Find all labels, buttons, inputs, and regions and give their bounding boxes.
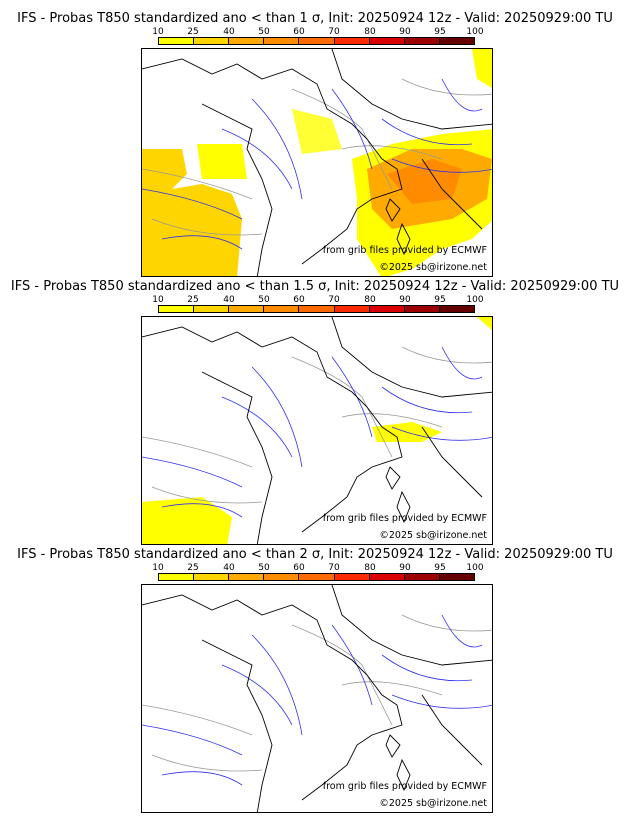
source-credit: from grib files provided by ECMWF [322,513,487,524]
colorbar-swatch [264,38,300,44]
colorbar-tick: 60 [293,563,305,573]
colorbar-tick: 70 [328,27,340,37]
colorbar-tick: 40 [223,27,235,37]
colorbar-swatch [369,306,405,312]
colorbar-tick: 70 [328,563,340,573]
colorbar-tick: 40 [223,563,235,573]
probability-map: from grib files provided by ECMWF ©2025 … [141,316,493,545]
colorbar-ticks: 10 25 40 50 60 70 80 90 95 100 [0,563,630,573]
colorbar-swatch [369,574,405,580]
colorbar-tick: 50 [258,563,270,573]
colorbar-swatch [334,38,370,44]
rivers [142,614,492,786]
source-credit: from grib files provided by ECMWF [322,781,487,792]
colorbar-tick: 10 [152,27,164,37]
colorbar-swatch [229,574,265,580]
colorbar-tick: 80 [364,295,376,305]
panel-title: IFS - Probas T850 standardized ano < tha… [10,279,620,294]
colorbar-swatch [439,38,474,44]
colorbar-tick: 10 [152,563,164,573]
colorbar-tick: 60 [293,295,305,305]
colorbar-swatch [159,38,195,44]
source-credit: from grib files provided by ECMWF [322,245,487,256]
coastline [142,317,492,544]
colorbar [158,37,475,45]
colorbar [158,573,475,581]
admin-borders [142,78,492,236]
colorbar-swatch [194,574,230,580]
colorbar [158,305,475,313]
colorbar-ticks: 10 25 40 50 60 70 80 90 95 100 [0,27,630,37]
colorbar-swatch [264,574,300,580]
colorbar-swatch [159,306,195,312]
colorbar-swatch [334,574,370,580]
coastline [142,49,492,276]
map-panel-2: IFS - Probas T850 standardized ano < tha… [0,279,630,547]
colorbar-tick: 25 [187,563,199,573]
colorbar-swatch [264,306,300,312]
copyright: ©2025 sb@irizone.net [379,798,487,809]
colorbar-tick: 60 [293,27,305,37]
colorbar-tick: 50 [258,295,270,305]
colorbar-swatch [404,574,440,580]
colorbar-swatch [299,38,335,44]
admin-borders [142,346,492,504]
copyright: ©2025 sb@irizone.net [379,262,487,273]
colorbar-tick: 100 [466,27,484,37]
colorbar-swatch [439,574,474,580]
admin-borders [142,614,492,772]
colorbar-tick: 80 [364,563,376,573]
panel-title: IFS - Probas T850 standardized ano < tha… [17,11,613,26]
colorbar-swatch [299,574,335,580]
colorbar-tick: 50 [258,27,270,37]
map-panel-1: IFS - Probas T850 standardized ano < tha… [0,11,630,279]
colorbar-swatch [229,306,265,312]
colorbar-tick: 100 [466,563,484,573]
colorbar-swatch [334,306,370,312]
colorbar-tick: 95 [434,563,446,573]
colorbar-swatch [159,574,195,580]
colorbar-swatch [404,38,440,44]
colorbar-tick: 95 [434,295,446,305]
colorbar-tick: 90 [399,563,411,573]
colorbar-swatch [194,38,230,44]
probability-map: from grib files provided by ECMWF ©2025 … [141,48,493,277]
colorbar-tick: 90 [399,27,411,37]
colorbar-tick: 95 [434,27,446,37]
colorbar-swatch [299,306,335,312]
colorbar-tick: 10 [152,295,164,305]
colorbar-ticks: 10 25 40 50 60 70 80 90 95 100 [0,295,630,305]
colorbar-tick: 90 [399,295,411,305]
colorbar-tick: 40 [223,295,235,305]
copyright: ©2025 sb@irizone.net [379,530,487,541]
colorbar-tick: 25 [187,295,199,305]
coastline [142,585,492,812]
colorbar-swatch [229,38,265,44]
map-panel-3: IFS - Probas T850 standardized ano < tha… [0,547,630,815]
colorbar-swatch [404,306,440,312]
colorbar-swatch [194,306,230,312]
colorbar-swatch [369,38,405,44]
colorbar-tick: 70 [328,295,340,305]
colorbar-swatch [439,306,474,312]
colorbar-tick: 100 [466,295,484,305]
colorbar-tick: 25 [187,27,199,37]
panel-title: IFS - Probas T850 standardized ano < tha… [17,547,613,562]
colorbar-tick: 80 [364,27,376,37]
probability-map: from grib files provided by ECMWF ©2025 … [141,584,493,813]
